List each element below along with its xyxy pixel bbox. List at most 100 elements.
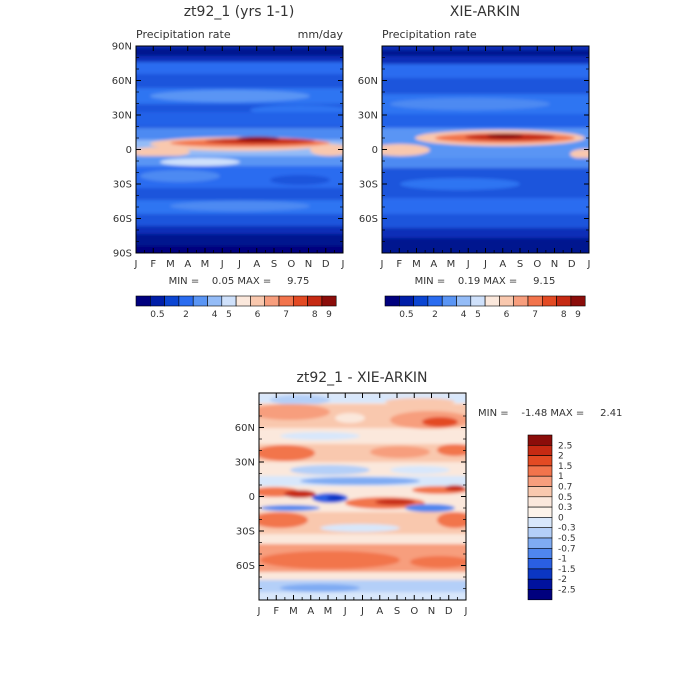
x-tick-label: O — [533, 259, 541, 270]
colorbar-swatch — [264, 295, 280, 307]
colorbar-swatch — [221, 295, 237, 307]
x-tick-label: F — [150, 259, 156, 270]
x-tick-label: M — [201, 259, 210, 270]
x-tick-label: D — [445, 606, 453, 617]
colorbar-label: 7 — [283, 310, 289, 320]
x-tick-label: A — [376, 606, 383, 617]
colorbar-swatch — [484, 295, 500, 307]
x-tick-label: O — [410, 606, 418, 617]
colorbar-swatch — [527, 527, 553, 539]
colorbar-swatch — [527, 589, 553, 601]
colorbar-swatch — [527, 444, 553, 456]
colorbar-swatch — [307, 295, 323, 307]
panel-model-stats: MIN = 0.05 MAX = 9.75 — [169, 276, 310, 287]
colorbar-swatch — [527, 558, 553, 570]
colorbar-swatch — [527, 455, 553, 467]
colorbar-label: 2 — [432, 310, 438, 320]
colorbar-swatch — [398, 295, 414, 307]
colorbar-swatch — [207, 295, 223, 307]
colorbar-label: 2.5 — [558, 441, 572, 451]
y-tick-label: 60N — [235, 423, 255, 434]
panel-model: zt92_1 (yrs 1-1) Precipitation rate mm/d… — [112, 4, 345, 320]
colorbar-label: 7 — [532, 310, 538, 320]
colorbar-label: -0.3 — [558, 524, 576, 534]
colorbar-swatch — [470, 295, 486, 307]
y-tick-label: 0 — [249, 492, 255, 503]
colorbar-label: -2 — [558, 575, 567, 585]
colorbar-label: 0.5 — [558, 493, 572, 503]
x-tick-label: S — [394, 606, 400, 617]
colorbar-label: 4 — [461, 310, 467, 320]
colorbar-swatch — [527, 486, 553, 498]
x-tick-label: J — [134, 259, 138, 270]
colorbar-label: -1.5 — [558, 565, 576, 575]
y-tick-label: 0 — [126, 145, 132, 156]
colorbar-swatch — [570, 295, 586, 307]
colorbar-label: 9 — [575, 310, 581, 320]
colorbar-label: 2 — [183, 310, 189, 320]
panel-model-colorbar: 0.5 2 4 5 6 7 8 9 — [135, 295, 337, 320]
x-tick-label: F — [396, 259, 402, 270]
panel-model-title: zt92_1 (yrs 1-1) — [184, 4, 295, 20]
panel-diff-colorbar: 2.521.510.70.50.30-0.3-0.5-0.7-1-1.5-2-2… — [527, 434, 576, 601]
colorbar-swatch — [192, 295, 208, 307]
colorbar-swatch — [556, 295, 572, 307]
colorbar-swatch — [527, 496, 553, 508]
y-tick-label: 60S — [236, 561, 255, 572]
colorbar-swatch — [178, 295, 194, 307]
colorbar-swatch — [527, 434, 553, 446]
x-tick-label: J — [380, 259, 384, 270]
colorbar-label: -2.5 — [558, 586, 576, 596]
x-tick-label: J — [341, 259, 345, 270]
y-tick-label: 30N — [112, 111, 132, 122]
x-tick-label: J — [220, 259, 224, 270]
colorbar-swatch — [527, 537, 553, 549]
x-tick-label: J — [360, 606, 364, 617]
panel-diff-field — [259, 393, 466, 600]
panel-model-subtitle-left: Precipitation rate — [136, 28, 231, 41]
colorbar-label: 9 — [326, 310, 332, 320]
colorbar-swatch — [278, 295, 294, 307]
panel-obs-title: XIE-ARKIN — [450, 4, 520, 20]
x-tick-label: J — [466, 259, 470, 270]
colorbar-swatch — [456, 295, 472, 307]
colorbar-label: 4 — [212, 310, 218, 320]
colorbar-label: 0.5 — [399, 310, 413, 320]
colorbar-label: 8 — [312, 310, 318, 320]
colorbar-swatch — [321, 295, 337, 307]
panel-model-subtitle-right: mm/day — [298, 28, 344, 41]
x-tick-label: M — [166, 259, 175, 270]
x-tick-label: A — [253, 259, 260, 270]
colorbar-swatch — [513, 295, 529, 307]
x-tick-label: A — [499, 259, 506, 270]
colorbar-swatch — [413, 295, 429, 307]
x-tick-label: M — [289, 606, 298, 617]
x-tick-label: N — [305, 259, 312, 270]
panel-obs-stats: MIN = 0.19 MAX = 9.15 — [415, 276, 556, 287]
x-tick-label: J — [257, 606, 261, 617]
x-tick-label: D — [568, 259, 576, 270]
y-tick-label: 30S — [113, 180, 132, 191]
colorbar-swatch — [527, 517, 553, 529]
colorbar-swatch — [527, 475, 553, 487]
x-tick-label: J — [237, 259, 241, 270]
y-tick-label: 0 — [372, 145, 378, 156]
x-tick-label: M — [412, 259, 421, 270]
panel-model-field — [136, 46, 343, 253]
colorbar-swatch — [527, 465, 553, 477]
panel-obs-subtitle-left: Precipitation rate — [382, 28, 477, 41]
x-tick-label: D — [322, 259, 330, 270]
y-tick-label: 60N — [112, 76, 132, 87]
x-tick-label: N — [428, 606, 435, 617]
x-tick-label: S — [271, 259, 277, 270]
colorbar-swatch — [541, 295, 557, 307]
panel-obs-field — [382, 46, 589, 253]
x-tick-label: J — [587, 259, 591, 270]
colorbar-label: 5 — [475, 310, 481, 320]
x-tick-label: M — [324, 606, 333, 617]
colorbar-label: 1 — [558, 472, 564, 482]
x-tick-label: N — [551, 259, 558, 270]
colorbar-label: -0.7 — [558, 544, 576, 554]
